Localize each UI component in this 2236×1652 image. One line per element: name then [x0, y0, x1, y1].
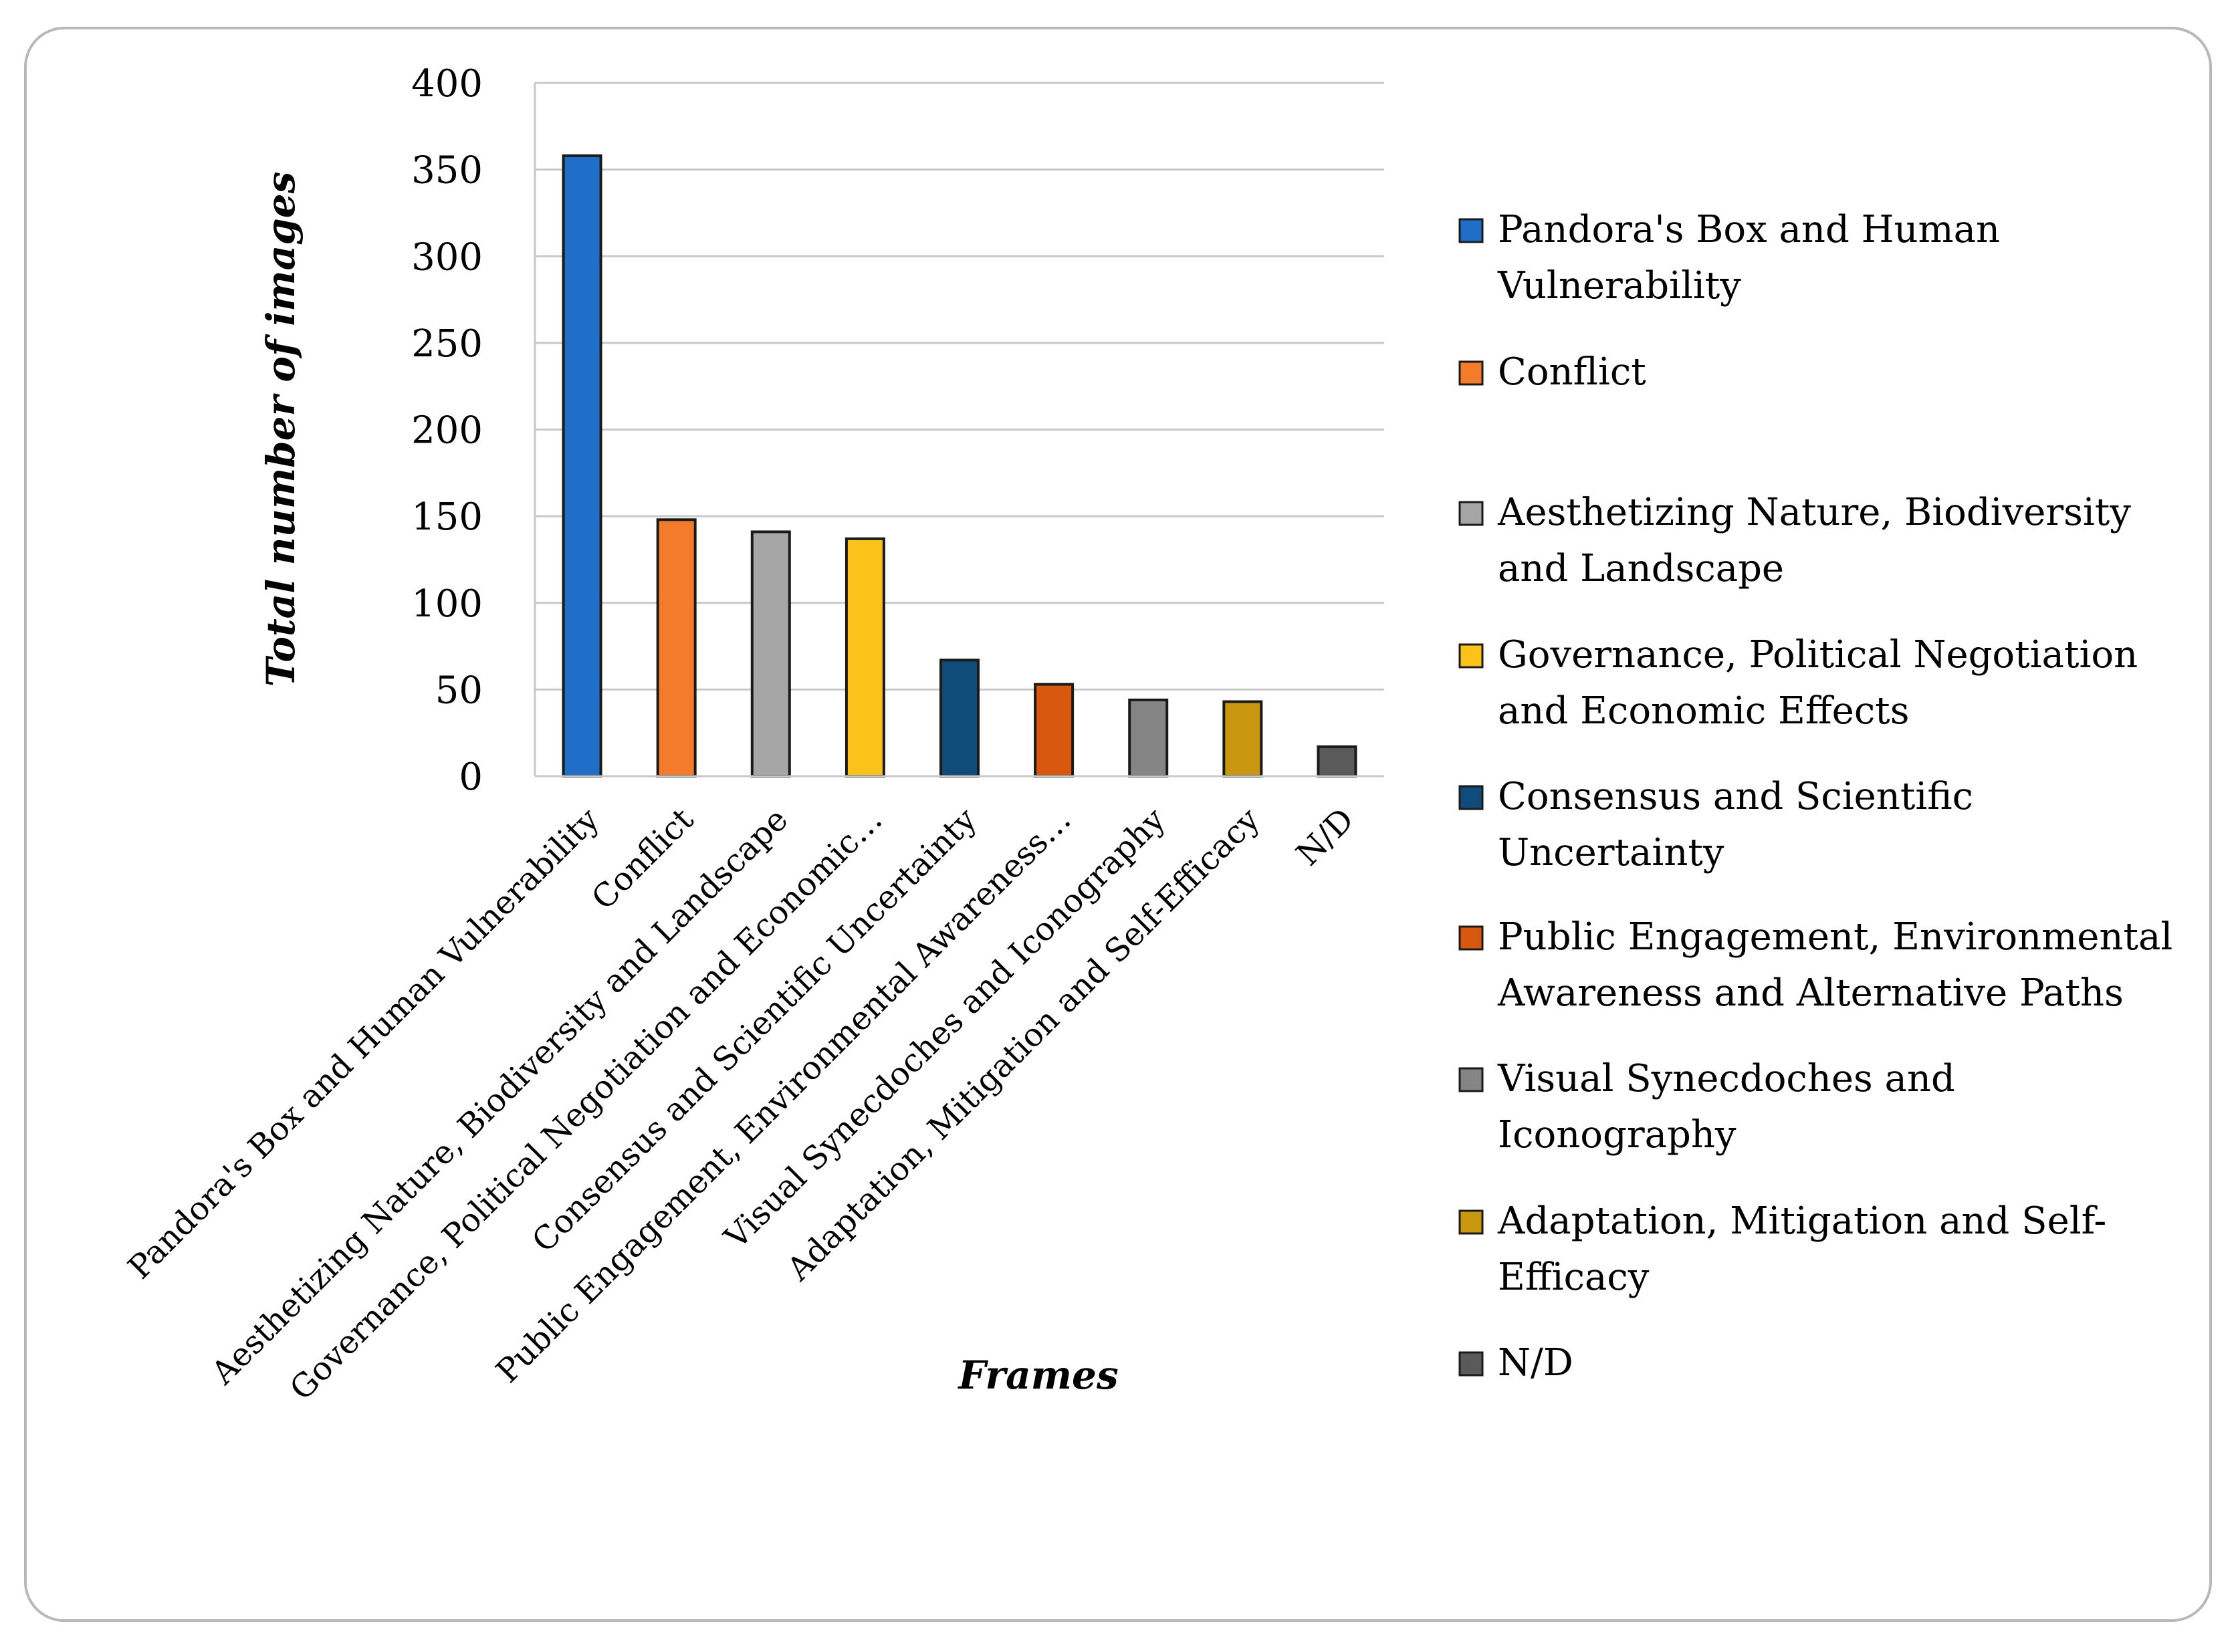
legend-label: Pandora's Box and Human: [1498, 208, 2000, 251]
y-tick-label: 300: [411, 235, 483, 279]
y-tick-label: 200: [411, 409, 483, 453]
bar-2: [656, 518, 697, 778]
legend-swatch-2: [1458, 360, 1484, 386]
legend-label: Vulnerability: [1497, 264, 1741, 308]
legend-label: Visual Synecdoches and: [1497, 1057, 1955, 1100]
y-axis-title: Total number of images: [258, 172, 304, 687]
legend-label: Conflict: [1498, 350, 1646, 394]
legend-label: Public Engagement, Environmental: [1498, 915, 2172, 959]
legend-label: Governance, Political Negotiation: [1498, 633, 2138, 677]
bar-4: [845, 537, 885, 778]
legend-label: Aesthetizing Nature, Biodiversity: [1497, 491, 2131, 534]
legend-label: Consensus and Scientific: [1498, 775, 1973, 818]
legend-swatch-3: [1458, 501, 1484, 526]
legend-label: Uncertainty: [1498, 831, 1724, 874]
category-label: Visual Synecdoches and Iconography: [717, 801, 1173, 1257]
legend-label: N/D: [1498, 1341, 1573, 1385]
legend-swatch-5: [1458, 785, 1484, 810]
legend-swatch-7: [1458, 1067, 1484, 1092]
legend-label: Iconography: [1498, 1113, 1737, 1157]
y-tick-label: 350: [411, 149, 483, 193]
bar-7: [1128, 698, 1169, 778]
bar-6: [1034, 683, 1075, 778]
legend-swatch-1: [1458, 218, 1484, 243]
bar-8: [1222, 700, 1263, 778]
legend-swatch-4: [1458, 643, 1484, 669]
bar-3: [750, 530, 791, 778]
y-tick-label: 250: [411, 322, 483, 366]
x-axis-title: Frames: [957, 1352, 1118, 1398]
y-tick-label: 150: [411, 495, 483, 539]
legend-label: Efficacy: [1498, 1256, 1650, 1299]
legend-label: Awareness and Alternative Paths: [1497, 971, 2124, 1015]
category-label: N/D: [1289, 801, 1361, 873]
bar-5: [939, 659, 980, 778]
chart-frame: [24, 27, 2212, 1622]
bar-9: [1317, 745, 1357, 778]
legend-label: Adaptation, Mitigation and Self-: [1497, 1199, 2106, 1243]
legend-label: and Landscape: [1498, 547, 1784, 590]
y-tick-label: 400: [411, 62, 483, 106]
legend-swatch-8: [1458, 1209, 1484, 1235]
legend-label: and Economic Effects: [1498, 689, 1909, 733]
y-tick-label: 100: [411, 582, 483, 626]
y-tick-label: 0: [459, 755, 483, 799]
legend-swatch-6: [1458, 925, 1484, 951]
bar-1: [562, 154, 602, 778]
legend-swatch-9: [1458, 1351, 1484, 1377]
y-tick-label: 50: [435, 669, 483, 712]
category-label: Consensus and Scientific Uncertainty: [525, 801, 984, 1260]
